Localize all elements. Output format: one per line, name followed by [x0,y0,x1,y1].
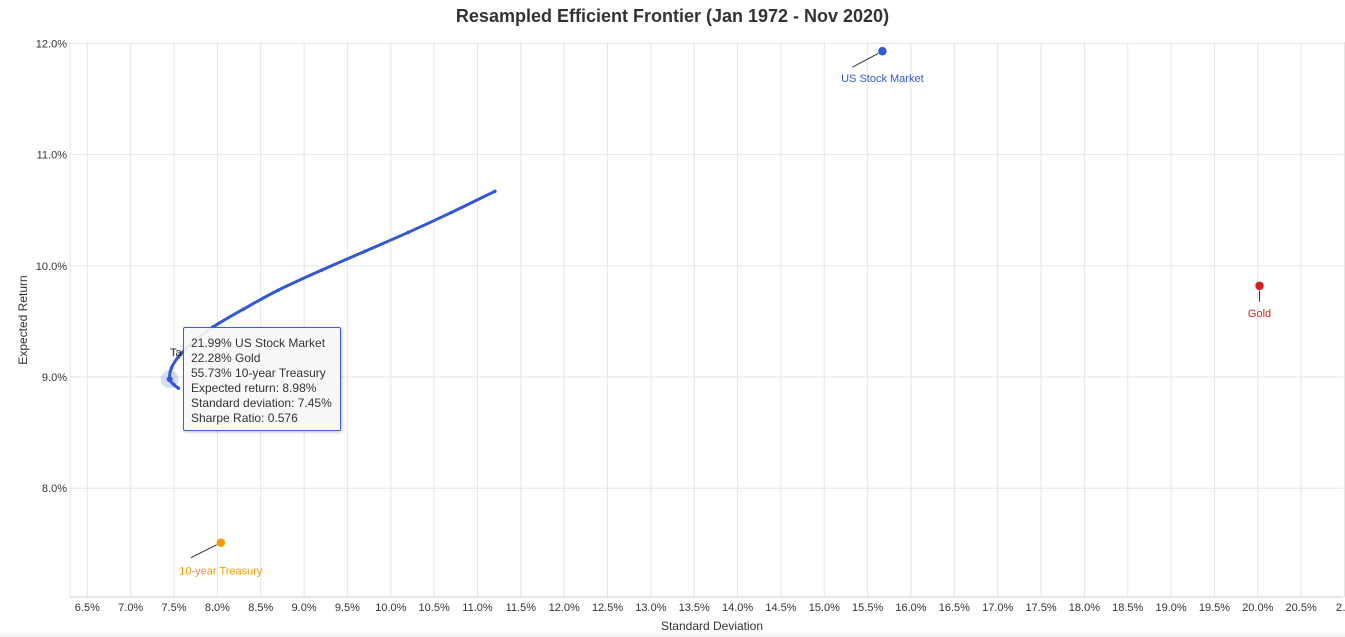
y-tick-label: 10.0% [36,261,67,273]
frontier-point [493,189,497,194]
asset-connector [190,542,222,559]
y-axis-title: Expected Return [16,275,30,364]
x-tick-label: 20.0% [1242,602,1273,614]
x-tick-label: 9.5% [335,602,360,614]
x-axis-title: Standard Deviation [661,619,763,633]
x-tick-label: 12.0% [549,602,580,614]
frontier-point [276,288,280,293]
grid [69,42,1345,598]
series-layer [160,189,497,390]
asset-label: Gold [1248,308,1271,320]
tooltip-line-deviation: Standard deviation: 7.45% [191,396,332,410]
x-tick-label: 18.5% [1112,602,1143,614]
bottom-shade [0,631,1345,637]
x-tick-label: 16.0% [895,602,926,614]
asset-label: 10-year Treasury [179,566,263,578]
x-tick-label: 20.5% [1286,602,1317,614]
tooltip-line-return: Expected return: 8.98% [191,381,317,395]
x-tick-label: 17.5% [1025,602,1056,614]
frontier-point [241,307,246,311]
y-tick-label: 11.0% [37,150,68,162]
hover-point [166,376,173,383]
x-tick-label: 7.0% [118,602,143,614]
frontier-point [406,230,410,235]
asset-point [1254,281,1265,291]
x-tick-label: 8.5% [248,602,273,614]
tooltip-line-stock: 21.99% US Stock Market [191,336,326,350]
x-tick-label: 10.0% [375,602,406,614]
asset-point [216,537,226,548]
x-tick-label: 15.5% [852,602,883,614]
x-tick-label: 17.0% [982,602,1013,614]
x-tick-label: 16.5% [939,602,970,614]
x-tick-label: 6.5% [75,602,100,614]
tooltip-line-gold: 22.28% Gold [191,351,261,365]
asset-connector [852,50,883,68]
x-tick-label: 19.0% [1155,602,1186,614]
x-tick-label: 14.0% [722,602,753,614]
tooltip-line-treasury: 55.73% 10-year Treasury [191,366,326,380]
x-tick-label: 11.5% [506,602,537,614]
frontier-point [449,210,454,215]
x-tick-label: 15.0% [809,602,840,614]
y-axis-ticks: 8.0% 9.0% 10.0% 11.0% 12.0% [36,38,67,495]
tooltip: 21.99% US Stock Market 22.28% Gold 55.73… [183,327,341,431]
y-tick-label: 8.0% [42,483,67,495]
x-tick-label: 10.5% [419,602,450,614]
frontier-point [172,382,176,387]
tooltip-line-sharpe: Sharpe Ratio: 0.576 [191,411,298,425]
x-tick-label: 13.0% [635,602,666,614]
y-tick-label: 12.0% [36,38,67,50]
x-tick-label: 8.0% [205,602,230,614]
asset-point [877,46,888,56]
frontier-point [176,386,181,390]
asset-points: US Stock Market Gold 10-year Treasury [179,46,1271,578]
x-tick-label: 9.0% [292,602,317,614]
frontier-point [362,249,367,254]
y-tick-label: 9.0% [42,372,67,384]
x-tick-label: 18.0% [1069,602,1100,614]
x-tick-label: 12.5% [592,602,623,614]
x-tick-label: 19.5% [1199,602,1230,614]
x-tick-label: 2… [1336,602,1345,614]
x-tick-label: 7.5% [162,602,187,614]
frontier-point [169,366,174,370]
chart-title: Resampled Efficient Frontier (Jan 1972 -… [455,6,890,26]
frontier-point [176,355,181,359]
x-axis-ticks: 6.5% 7.0% 7.5% 8.0% 8.5% 9.0% 9.5% 10.0% 10.5% 11… [75,602,1345,614]
frontier-point [319,268,324,273]
x-tick-label: 13.5% [679,602,710,614]
x-tick-label: 11.0% [462,602,493,614]
x-tick-label: 14.5% [765,602,796,614]
partial-point-label: Ta [170,347,183,359]
asset-label: US Stock Market [841,73,924,85]
